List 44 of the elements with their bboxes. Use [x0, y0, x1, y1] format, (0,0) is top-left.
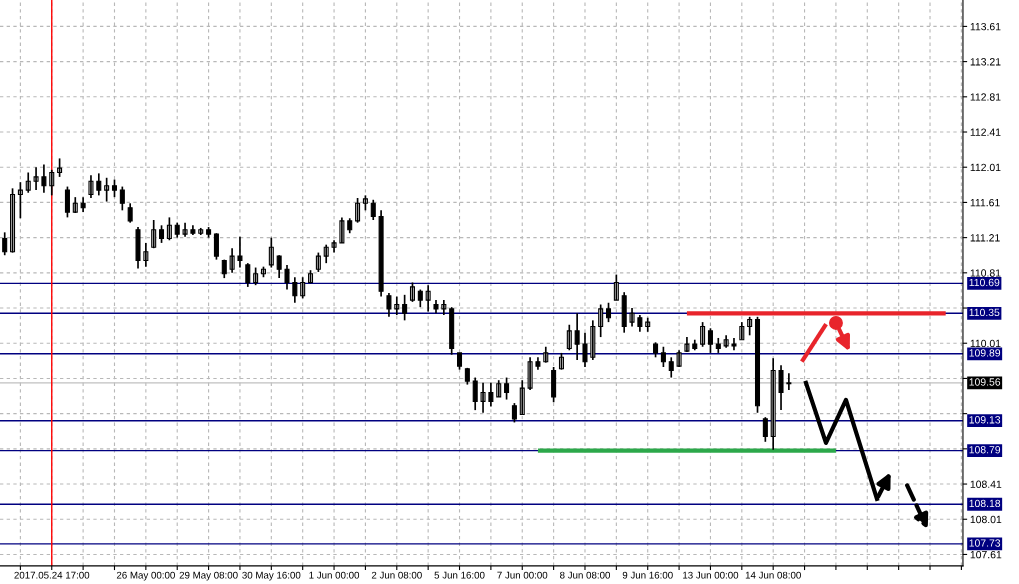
ref-line-label: 108.18 [969, 499, 1001, 508]
x-tick-label: 9 Jun 16:00 [622, 571, 673, 579]
ref-line-label: 108.79 [969, 446, 1001, 454]
ref-line-label: 109.56 [969, 378, 1001, 386]
x-tick-label: 5 Jun 16:00 [434, 571, 485, 579]
candlestick [684, 336, 690, 353]
y-tick-label: 113.21 [970, 58, 1001, 66]
y-tick-label: 112.81 [970, 93, 1001, 101]
y-tick-label: 107.61 [970, 550, 1002, 559]
y-tick-label: 111.21 [970, 234, 1000, 242]
candlestick [33, 166, 39, 191]
candlestick [433, 299, 439, 315]
y-tick-label: 112.41 [970, 128, 1001, 136]
ref-line-label: 110.69 [969, 278, 1000, 287]
y-tick-label: 108.01 [970, 515, 1002, 524]
candlestick [190, 224, 196, 236]
x-tick-label: 8 Jun 08:00 [560, 571, 611, 579]
candlestick [182, 221, 188, 238]
x-tick-label: 30 May 16:00 [242, 571, 301, 581]
candlestick [535, 356, 541, 371]
ref-line-label: 109.89 [969, 349, 1001, 357]
y-tick-label: 113.61 [970, 22, 1001, 31]
ref-line-label: 107.73 [969, 539, 1001, 547]
y-tick-label: 111.61 [970, 198, 1000, 207]
x-tick-label: 14 Jun 08:00 [745, 571, 801, 579]
candlestick [331, 239, 337, 254]
x-tick-label: 7 Jun 00:00 [497, 571, 548, 579]
y-tick-label: 110.01 [970, 339, 1001, 348]
y-tick-label: 110.81 [970, 269, 1001, 277]
y-tick-label: 108.41 [970, 480, 1002, 488]
x-tick-label: 2017.05.24 17:00 [14, 571, 90, 579]
candlestick [17, 181, 23, 220]
candlestick [57, 157, 63, 178]
candlestick [104, 176, 110, 203]
candlestick [237, 235, 243, 269]
x-tick-label: 2 Jun 08:00 [371, 571, 422, 579]
x-tick-label: 29 May 08:00 [179, 571, 238, 581]
x-tick-label: 1 Jun 00:00 [309, 571, 360, 579]
x-tick-label: 13 Jun 00:00 [683, 571, 739, 579]
ref-line-label: 110.35 [969, 308, 1000, 317]
x-tick-label: 26 May 00:00 [116, 571, 175, 581]
ref-line-label: 109.13 [969, 416, 1001, 424]
y-tick-label: 112.01 [970, 163, 1001, 172]
candlestick [731, 337, 737, 352]
